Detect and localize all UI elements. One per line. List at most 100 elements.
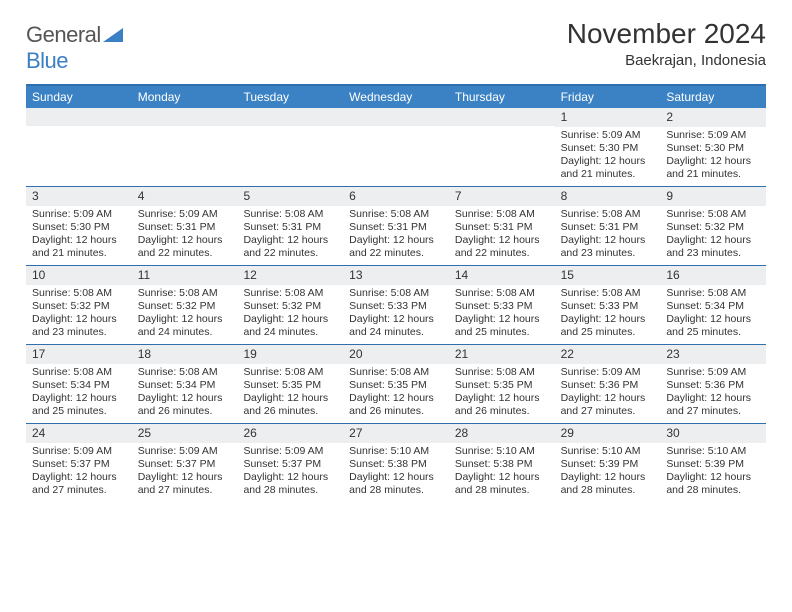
day-number: 23 xyxy=(660,345,766,364)
logo-word-2: Blue xyxy=(26,48,68,73)
day-number: 9 xyxy=(660,187,766,206)
day-cell: 7Sunrise: 5:08 AMSunset: 5:31 PMDaylight… xyxy=(449,187,555,265)
daylight-text: Daylight: 12 hours and 28 minutes. xyxy=(666,471,760,497)
day-cell: 4 Sunrise: 5:09 AMSunset: 5:31 PMDaylight… xyxy=(132,187,238,265)
daylight-text: Daylight: 12 hours and 22 minutes. xyxy=(243,234,337,260)
logo-triangle-icon xyxy=(103,22,123,48)
day-cell xyxy=(449,108,555,186)
day-number: 25 xyxy=(132,424,238,443)
day-cell: 3Sunrise: 5:09 AMSunset: 5:30 PMDaylight… xyxy=(26,187,132,265)
daylight-text: Daylight: 12 hours and 25 minutes. xyxy=(561,313,655,339)
day-header: Sunday xyxy=(26,86,132,108)
day-body: Sunrise: 5:09 AMSunset: 5:36 PMDaylight:… xyxy=(660,364,766,423)
day-number: 20 xyxy=(343,345,449,364)
daylight-text: Daylight: 12 hours and 21 minutes. xyxy=(32,234,126,260)
daylight-text: Daylight: 12 hours and 25 minutes. xyxy=(32,392,126,418)
day-number: 6 xyxy=(343,187,449,206)
day-body: Sunrise: 5:10 AMSunset: 5:39 PMDaylight:… xyxy=(660,443,766,502)
day-body: Sunrise: 5:08 AMSunset: 5:35 PMDaylight:… xyxy=(237,364,343,423)
day-cell: 13Sunrise: 5:08 AMSunset: 5:33 PMDayligh… xyxy=(343,266,449,344)
day-cell: 15Sunrise: 5:08 AMSunset: 5:33 PMDayligh… xyxy=(555,266,661,344)
week-row: 10Sunrise: 5:08 AMSunset: 5:32 PMDayligh… xyxy=(26,265,766,344)
sunrise-text: Sunrise: 5:08 AM xyxy=(561,287,655,300)
day-number: 17 xyxy=(26,345,132,364)
day-number: 14 xyxy=(449,266,555,285)
sunset-text: Sunset: 5:31 PM xyxy=(561,221,655,234)
day-body: Sunrise: 5:08 AMSunset: 5:32 PMDaylight:… xyxy=(26,285,132,344)
day-body: Sunrise: 5:09 AMSunset: 5:36 PMDaylight:… xyxy=(555,364,661,423)
day-cell: 19Sunrise: 5:08 AMSunset: 5:35 PMDayligh… xyxy=(237,345,343,423)
day-body xyxy=(343,126,449,184)
day-cell: 11Sunrise: 5:08 AMSunset: 5:32 PMDayligh… xyxy=(132,266,238,344)
day-header: Friday xyxy=(555,86,661,108)
sunrise-text: Sunrise: 5:08 AM xyxy=(455,366,549,379)
day-number: 29 xyxy=(555,424,661,443)
day-cell xyxy=(237,108,343,186)
day-header: Tuesday xyxy=(237,86,343,108)
day-body: Sunrise: 5:08 AMSunset: 5:34 PMDaylight:… xyxy=(26,364,132,423)
day-number: 18 xyxy=(132,345,238,364)
day-number: 4 xyxy=(132,187,238,206)
day-number xyxy=(449,108,555,126)
day-number: 24 xyxy=(26,424,132,443)
daylight-text: Daylight: 12 hours and 26 minutes. xyxy=(243,392,337,418)
day-cell: 27Sunrise: 5:10 AMSunset: 5:38 PMDayligh… xyxy=(343,424,449,502)
sunset-text: Sunset: 5:36 PM xyxy=(666,379,760,392)
sunrise-text: Sunrise: 5:10 AM xyxy=(455,445,549,458)
day-body: Sunrise: 5:08 AMSunset: 5:32 PMDaylight:… xyxy=(660,206,766,265)
sunrise-text: Sunrise: 5:09 AM xyxy=(138,208,232,221)
sunset-text: Sunset: 5:31 PM xyxy=(138,221,232,234)
daylight-text: Daylight: 12 hours and 21 minutes. xyxy=(666,155,760,181)
day-body: Sunrise: 5:08 AMSunset: 5:34 PMDaylight:… xyxy=(660,285,766,344)
sunrise-text: Sunrise: 5:08 AM xyxy=(349,208,443,221)
weeks-container: 1Sunrise: 5:09 AMSunset: 5:30 PMDaylight… xyxy=(26,108,766,502)
daylight-text: Daylight: 12 hours and 26 minutes. xyxy=(349,392,443,418)
day-body: Sunrise: 5:09 AMSunset: 5:30 PMDaylight:… xyxy=(555,127,661,186)
day-number: 10 xyxy=(26,266,132,285)
day-number xyxy=(237,108,343,126)
calendar-page: General Blue November 2024 Baekrajan, In… xyxy=(0,0,792,512)
day-body: Sunrise: 5:08 AMSunset: 5:34 PMDaylight:… xyxy=(132,364,238,423)
calendar: Sunday Monday Tuesday Wednesday Thursday… xyxy=(26,84,766,502)
sunrise-text: Sunrise: 5:08 AM xyxy=(666,208,760,221)
daylight-text: Daylight: 12 hours and 28 minutes. xyxy=(243,471,337,497)
day-cell: 21Sunrise: 5:08 AMSunset: 5:35 PMDayligh… xyxy=(449,345,555,423)
sunset-text: Sunset: 5:39 PM xyxy=(561,458,655,471)
day-body: Sunrise: 5:08 AMSunset: 5:33 PMDaylight:… xyxy=(449,285,555,344)
day-number: 3 xyxy=(26,187,132,206)
day-cell: 9Sunrise: 5:08 AMSunset: 5:32 PMDaylight… xyxy=(660,187,766,265)
day-number: 16 xyxy=(660,266,766,285)
day-cell xyxy=(343,108,449,186)
day-body: Sunrise: 5:08 AMSunset: 5:31 PMDaylight:… xyxy=(237,206,343,265)
sunset-text: Sunset: 5:33 PM xyxy=(349,300,443,313)
sunrise-text: Sunrise: 5:09 AM xyxy=(243,445,337,458)
day-number xyxy=(343,108,449,126)
sunset-text: Sunset: 5:33 PM xyxy=(455,300,549,313)
sunrise-text: Sunrise: 5:08 AM xyxy=(243,366,337,379)
daylight-text: Daylight: 12 hours and 28 minutes. xyxy=(561,471,655,497)
sunset-text: Sunset: 5:30 PM xyxy=(666,142,760,155)
day-body xyxy=(449,126,555,184)
sunrise-text: Sunrise: 5:09 AM xyxy=(666,366,760,379)
day-cell: 24Sunrise: 5:09 AMSunset: 5:37 PMDayligh… xyxy=(26,424,132,502)
day-body: Sunrise: 5:08 AMSunset: 5:33 PMDaylight:… xyxy=(343,285,449,344)
day-cell: 14Sunrise: 5:08 AMSunset: 5:33 PMDayligh… xyxy=(449,266,555,344)
day-number: 27 xyxy=(343,424,449,443)
day-cell: 25Sunrise: 5:09 AMSunset: 5:37 PMDayligh… xyxy=(132,424,238,502)
day-number: 22 xyxy=(555,345,661,364)
day-cell: 5Sunrise: 5:08 AMSunset: 5:31 PMDaylight… xyxy=(237,187,343,265)
day-number: 5 xyxy=(237,187,343,206)
day-body: Sunrise: 5:08 AMSunset: 5:33 PMDaylight:… xyxy=(555,285,661,344)
day-number: 13 xyxy=(343,266,449,285)
daylight-text: Daylight: 12 hours and 22 minutes. xyxy=(138,234,232,260)
day-cell: 10Sunrise: 5:08 AMSunset: 5:32 PMDayligh… xyxy=(26,266,132,344)
week-row: 1Sunrise: 5:09 AMSunset: 5:30 PMDaylight… xyxy=(26,108,766,186)
sunset-text: Sunset: 5:30 PM xyxy=(561,142,655,155)
header: General Blue November 2024 Baekrajan, In… xyxy=(26,18,766,74)
day-cell: 17Sunrise: 5:08 AMSunset: 5:34 PMDayligh… xyxy=(26,345,132,423)
daylight-text: Daylight: 12 hours and 24 minutes. xyxy=(243,313,337,339)
day-body: Sunrise: 5:08 AMSunset: 5:31 PMDaylight:… xyxy=(449,206,555,265)
day-body: Sunrise: 5:09 AMSunset: 5:30 PMDaylight:… xyxy=(26,206,132,265)
daylight-text: Daylight: 12 hours and 22 minutes. xyxy=(349,234,443,260)
sunrise-text: Sunrise: 5:08 AM xyxy=(455,287,549,300)
